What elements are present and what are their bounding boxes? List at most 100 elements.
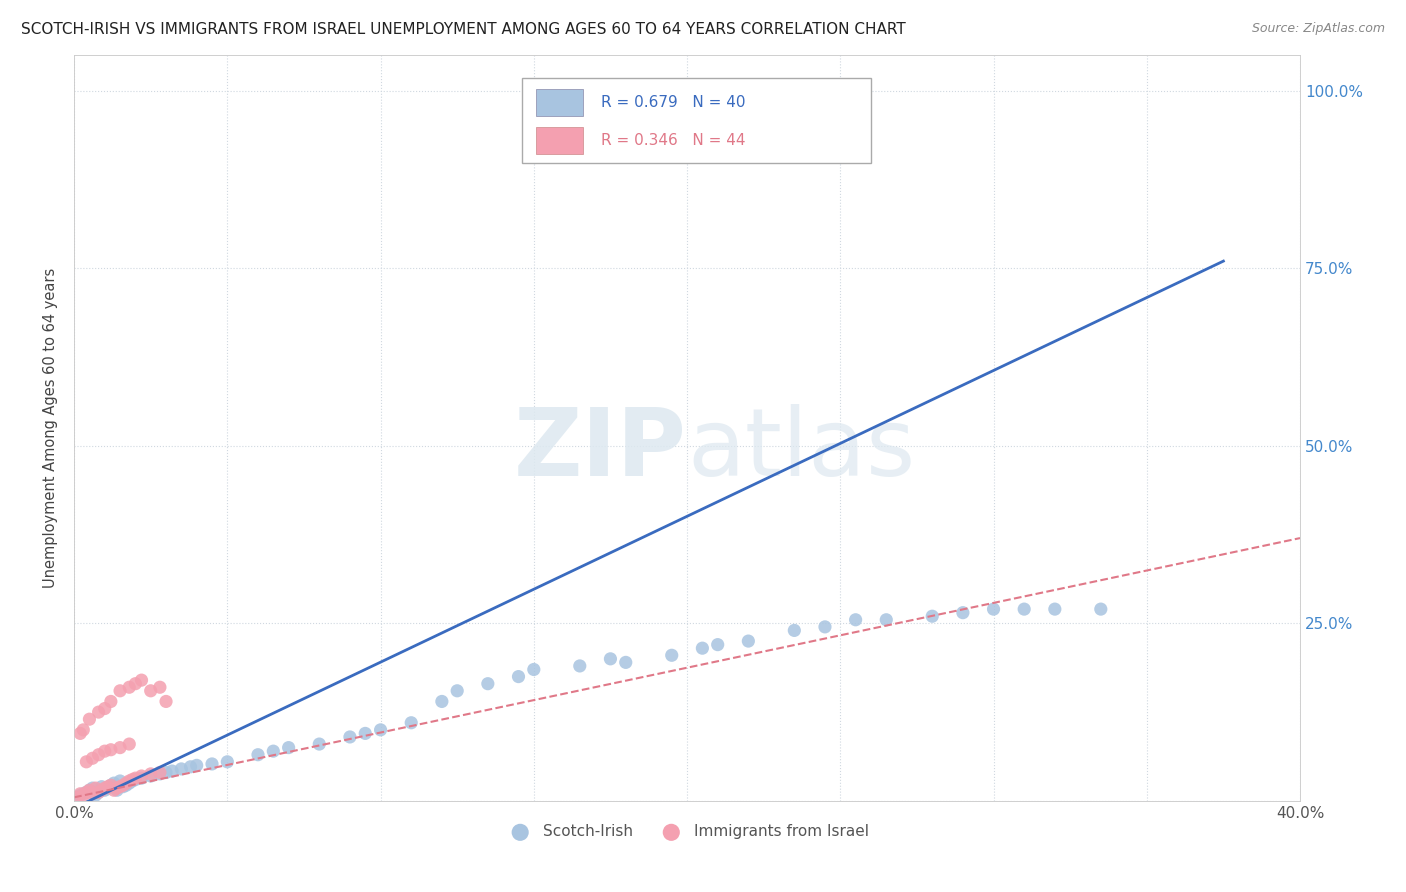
Point: [93, 781, 115, 796]
Point: [568, 659, 591, 673]
Point: [87, 785, 110, 799]
Point: [66, 790, 89, 805]
Point: [84, 781, 107, 796]
Point: [246, 747, 269, 762]
Point: [523, 663, 546, 677]
Point: [87, 747, 110, 762]
Point: [737, 634, 759, 648]
Point: [139, 683, 162, 698]
Point: [121, 774, 143, 789]
Point: [217, 755, 239, 769]
Point: [112, 780, 135, 794]
Point: [1090, 602, 1112, 616]
Point: [72, 723, 94, 737]
Point: [79, 783, 101, 797]
Point: [614, 656, 637, 670]
Text: R = 0.346   N = 44: R = 0.346 N = 44: [602, 134, 745, 148]
Point: [66, 790, 89, 805]
Point: [118, 737, 141, 751]
Point: [1012, 602, 1035, 616]
Point: [139, 767, 162, 781]
Point: [180, 760, 202, 774]
Point: [69, 788, 91, 802]
Y-axis label: Unemployment Among Ages 60 to 64 years: Unemployment Among Ages 60 to 64 years: [44, 268, 58, 588]
Point: [399, 715, 422, 730]
Point: [87, 705, 110, 719]
Point: [82, 751, 104, 765]
Point: [108, 774, 131, 789]
Point: [93, 701, 115, 715]
Point: [262, 744, 284, 758]
Point: [79, 712, 101, 726]
Point: [82, 781, 104, 796]
Point: [69, 787, 91, 801]
Point: [90, 780, 112, 794]
Point: [845, 613, 868, 627]
Point: [75, 785, 97, 799]
Point: [124, 771, 146, 785]
Point: [155, 694, 177, 708]
Point: [100, 778, 122, 792]
Point: [354, 726, 377, 740]
Point: [121, 772, 143, 787]
Point: [118, 680, 141, 694]
Point: [155, 765, 177, 780]
Point: [783, 624, 806, 638]
Point: [87, 785, 110, 799]
Point: [508, 670, 530, 684]
Bar: [536, 128, 583, 154]
Point: [814, 620, 837, 634]
Point: [118, 774, 141, 789]
Point: [477, 676, 499, 690]
Point: [131, 771, 153, 785]
Point: [93, 744, 115, 758]
Point: [1043, 602, 1066, 616]
Point: [93, 783, 115, 797]
Point: [105, 783, 128, 797]
Point: [131, 673, 153, 687]
Point: [100, 743, 122, 757]
Point: [115, 776, 138, 790]
Point: [124, 772, 146, 787]
Text: ZIP: ZIP: [515, 404, 688, 496]
Point: [139, 769, 162, 783]
Point: [170, 762, 193, 776]
Point: [82, 787, 104, 801]
Point: [69, 726, 91, 740]
Point: [108, 683, 131, 698]
Point: [875, 613, 897, 627]
Point: [108, 740, 131, 755]
Legend: Scotch-Irish, Immigrants from Israel: Scotch-Irish, Immigrants from Israel: [499, 818, 876, 846]
Text: R = 0.679   N = 40: R = 0.679 N = 40: [602, 95, 745, 110]
Point: [706, 638, 728, 652]
Bar: [536, 88, 583, 116]
Point: [308, 737, 330, 751]
Point: [90, 783, 112, 797]
Point: [446, 683, 468, 698]
Point: [118, 776, 141, 790]
Text: atlas: atlas: [688, 404, 915, 496]
Point: [108, 780, 131, 794]
Point: [952, 606, 974, 620]
Point: [105, 781, 128, 796]
Point: [97, 781, 120, 796]
Text: SCOTCH-IRISH VS IMMIGRANTS FROM ISRAEL UNEMPLOYMENT AMONG AGES 60 TO 64 YEARS CO: SCOTCH-IRISH VS IMMIGRANTS FROM ISRAEL U…: [21, 22, 905, 37]
Point: [72, 788, 94, 802]
Point: [79, 783, 101, 797]
Point: [100, 778, 122, 792]
Point: [100, 694, 122, 708]
Point: [75, 755, 97, 769]
Point: [103, 776, 125, 790]
Point: [97, 780, 120, 794]
Point: [921, 609, 943, 624]
FancyBboxPatch shape: [522, 78, 870, 163]
Point: [72, 787, 94, 801]
Point: [186, 758, 208, 772]
Text: Source: ZipAtlas.com: Source: ZipAtlas.com: [1251, 22, 1385, 36]
Point: [112, 778, 135, 792]
Point: [983, 602, 1005, 616]
Point: [103, 783, 125, 797]
Point: [149, 767, 172, 781]
Point: [115, 778, 138, 792]
Point: [430, 694, 453, 708]
